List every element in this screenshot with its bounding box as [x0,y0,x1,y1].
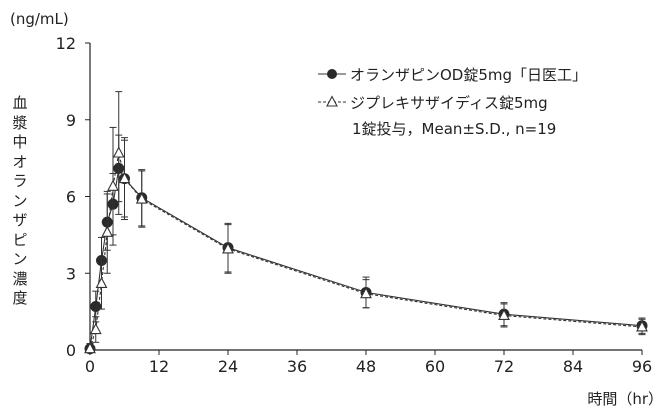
x-tick-label: 24 [218,357,238,376]
series-line [89,152,643,349]
x-tick-label: 0 [85,357,95,376]
series-1 [84,134,648,355]
y-tick-label: 12 [56,34,76,53]
data-point [135,192,148,204]
y-tick-label: 0 [66,341,76,360]
y-tick-label: 9 [66,111,76,130]
data-point [101,225,114,237]
series-line [89,166,643,349]
x-tick-label: 36 [287,357,307,376]
x-tick-label: 48 [356,357,376,376]
x-axis-label: 時間（hr） [587,390,663,408]
data-point [107,179,119,191]
data-point [360,287,372,299]
data-point [636,320,648,332]
y-tick-label: 6 [66,188,76,207]
legend-marker [327,69,337,79]
x-tick-label: 12 [149,357,169,376]
chart-annotation: 1錠投与，Mean±S.D., n=19 [352,120,556,138]
series-group [84,91,648,355]
series-2 [84,91,648,354]
y-tick-label: 3 [66,264,76,283]
y-unit-label: (ng/mL) [10,10,69,28]
x-tick-label: 72 [494,357,514,376]
x-tick-label: 60 [425,357,445,376]
data-point [222,242,234,254]
legend: オランザピンOD錠5mg「日医工」ジプレキサザイディス錠5mg [318,66,587,112]
data-point [84,342,96,354]
data-point [118,171,131,184]
data-point [112,146,125,158]
legend-marker [326,95,338,107]
data-point [95,276,108,289]
legend-label: ジプレキサザイディス錠5mg [350,94,548,112]
legend-label: オランザピンOD錠5mg「日医工」 [350,66,587,84]
data-point [498,308,510,321]
x-tick-label: 84 [563,357,583,376]
y-axis-label: 血漿中オランザピン濃度 [12,94,28,307]
data-point [89,322,102,335]
x-tick-label: 96 [632,357,652,376]
